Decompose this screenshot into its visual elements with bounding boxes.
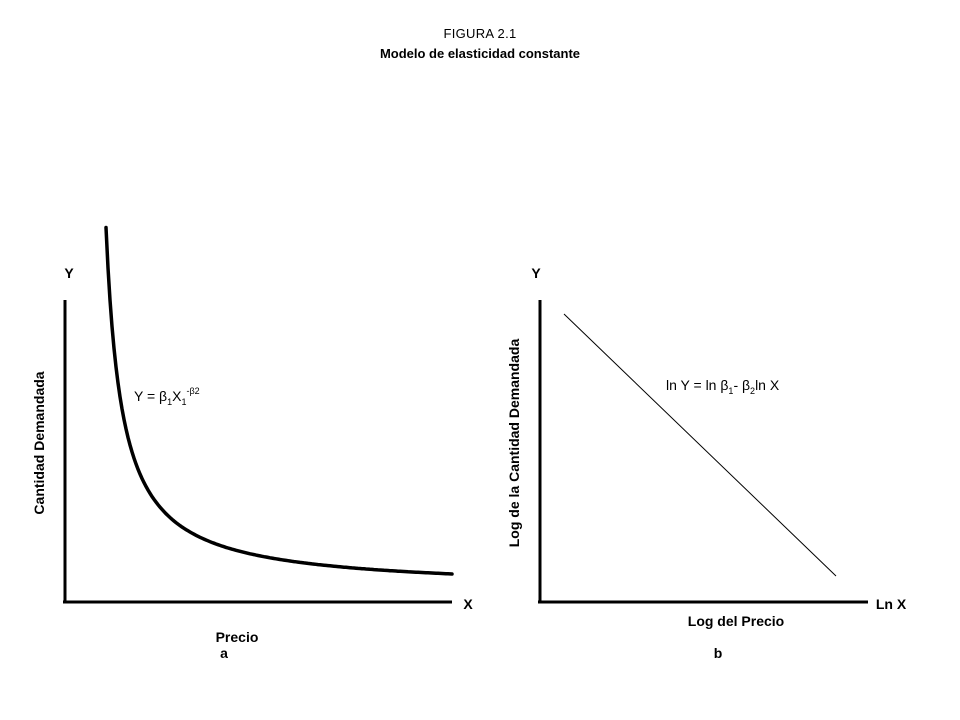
panel-a-x-axis-end-label: X xyxy=(463,596,473,612)
panel-a-y-axis-end-label: Y xyxy=(64,265,74,281)
panel-a-y-axis-label: Cantidad Demandada xyxy=(31,371,47,514)
panel-b-log-demand-line xyxy=(563,313,837,577)
panel-a-demand-curve xyxy=(104,225,454,576)
panel-b: Y Ln X Log de la Cantidad Demandada Log … xyxy=(506,265,907,661)
figure-label: FIGURA 2.1 xyxy=(443,26,517,41)
panel-b-x-axis-label: Log del Precio xyxy=(688,613,784,629)
panel-b-panel-label: b xyxy=(714,645,723,661)
panel-b-y-axis-end-label: Y xyxy=(531,265,541,281)
figure-title: Modelo de elasticidad constante xyxy=(379,46,581,61)
panel-b-y-axis-label: Log de la Cantidad Demandada xyxy=(506,339,522,548)
panel-a-x-axis-label: Precio xyxy=(216,629,259,645)
panel-b-x-axis-end-label: Ln X xyxy=(876,596,907,612)
panel-b-equation: ln Y = ln β1- β2ln X xyxy=(666,377,780,396)
panel-a-panel-label: a xyxy=(220,645,228,661)
panel-a-equation: Y = β1X1-β2 xyxy=(134,386,200,407)
panel-a: Y X Cantidad Demandada Precio a Y = β1X1… xyxy=(31,225,473,661)
